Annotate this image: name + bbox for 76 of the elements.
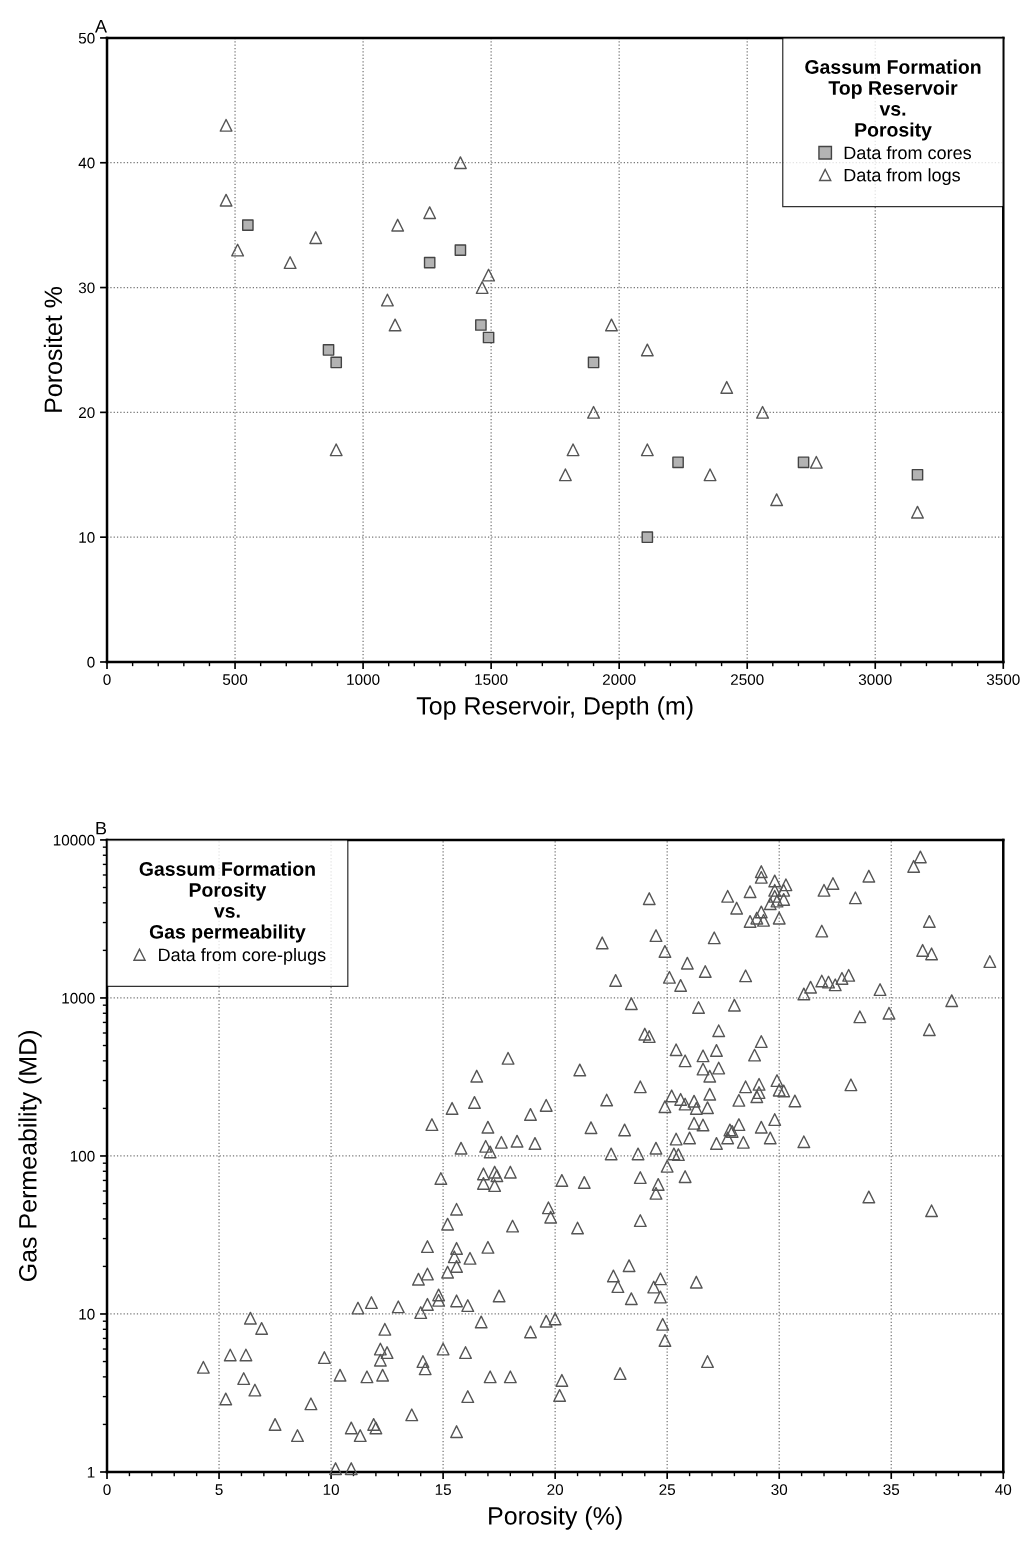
x-axis-title: Porosity (%) <box>489 1506 622 1530</box>
point <box>242 219 254 231</box>
point <box>380 293 394 307</box>
point <box>219 193 233 207</box>
point <box>587 405 601 419</box>
y-tick-label: 10 <box>79 532 95 543</box>
point <box>329 443 343 457</box>
x-tick-label: 500 <box>222 674 248 686</box>
x-tick-label: 0 <box>103 1484 111 1496</box>
x-tick-label: 20 <box>547 1484 564 1496</box>
point <box>703 468 717 482</box>
point <box>911 468 924 481</box>
point <box>809 455 823 469</box>
point <box>219 118 233 132</box>
x-tick-label: 40 <box>995 1484 1012 1496</box>
point <box>231 243 245 257</box>
y-tick-label: 40 <box>78 157 95 169</box>
point <box>475 281 489 295</box>
chart-title: A <box>95 19 107 33</box>
point <box>423 256 436 269</box>
point <box>641 531 654 544</box>
y-tick-label: 50 <box>78 32 95 44</box>
y-tick-label: 30 <box>78 282 95 294</box>
y-axis-title: Porositet % <box>43 286 63 412</box>
point <box>454 244 467 256</box>
y-axis-title: Gas Permeability (MD) <box>18 1031 42 1282</box>
legend-title: Gassum Formation Top Reservoir vs. Porosity <box>805 59 981 141</box>
point <box>423 206 437 220</box>
legend-label: Data from logs <box>844 168 960 186</box>
legend-label: Data from cores <box>844 145 972 160</box>
x-tick-label: 3000 <box>858 674 892 686</box>
point <box>640 443 654 457</box>
x-tick-label: 1500 <box>475 674 508 686</box>
point <box>910 505 924 519</box>
x-tick-label: 15 <box>435 1484 451 1496</box>
point <box>283 256 297 270</box>
y-tick-label: 1 <box>87 1467 95 1478</box>
point <box>330 356 343 369</box>
point <box>322 344 335 356</box>
point <box>587 356 600 369</box>
y-tick-label: 20 <box>78 407 95 419</box>
y-tick-label: 1000 <box>62 992 95 1004</box>
point <box>309 231 323 245</box>
x-tick-label: 35 <box>883 1484 900 1496</box>
legend-title: Gassum Formation Porosity vs. Gas permeability <box>139 861 315 943</box>
x-tick-label: 1000 <box>347 674 380 686</box>
point <box>388 318 402 332</box>
point <box>475 319 487 331</box>
point <box>756 405 770 419</box>
point <box>566 443 580 457</box>
y-tick-label: 0 <box>87 656 95 668</box>
point <box>640 343 654 357</box>
x-tick-label: 10 <box>323 1484 339 1496</box>
x-tick-label: 30 <box>771 1484 788 1496</box>
x-tick-label: 2000 <box>602 674 636 686</box>
y-tick-label: 100 <box>70 1150 95 1162</box>
point <box>770 493 784 507</box>
x-tick-label: 0 <box>103 674 111 686</box>
y-tick-label: 10 <box>79 1308 95 1320</box>
x-axis-title: Top Reservoir, Depth (m) <box>416 696 693 720</box>
x-tick-label: 5 <box>215 1484 223 1496</box>
chart-title: B <box>96 821 107 835</box>
point <box>453 156 467 170</box>
point <box>482 331 495 344</box>
point <box>672 456 684 469</box>
x-tick-label: 3500 <box>986 674 1020 686</box>
point <box>391 218 405 232</box>
point <box>720 380 734 394</box>
x-tick-label: 2500 <box>730 674 764 686</box>
point <box>558 468 572 482</box>
point <box>482 268 496 282</box>
legend-label: Data from core-plugs <box>159 947 326 965</box>
y-tick-label: 10000 <box>53 834 95 846</box>
point <box>604 318 618 332</box>
x-tick-label: 25 <box>659 1484 676 1496</box>
point <box>797 456 810 469</box>
